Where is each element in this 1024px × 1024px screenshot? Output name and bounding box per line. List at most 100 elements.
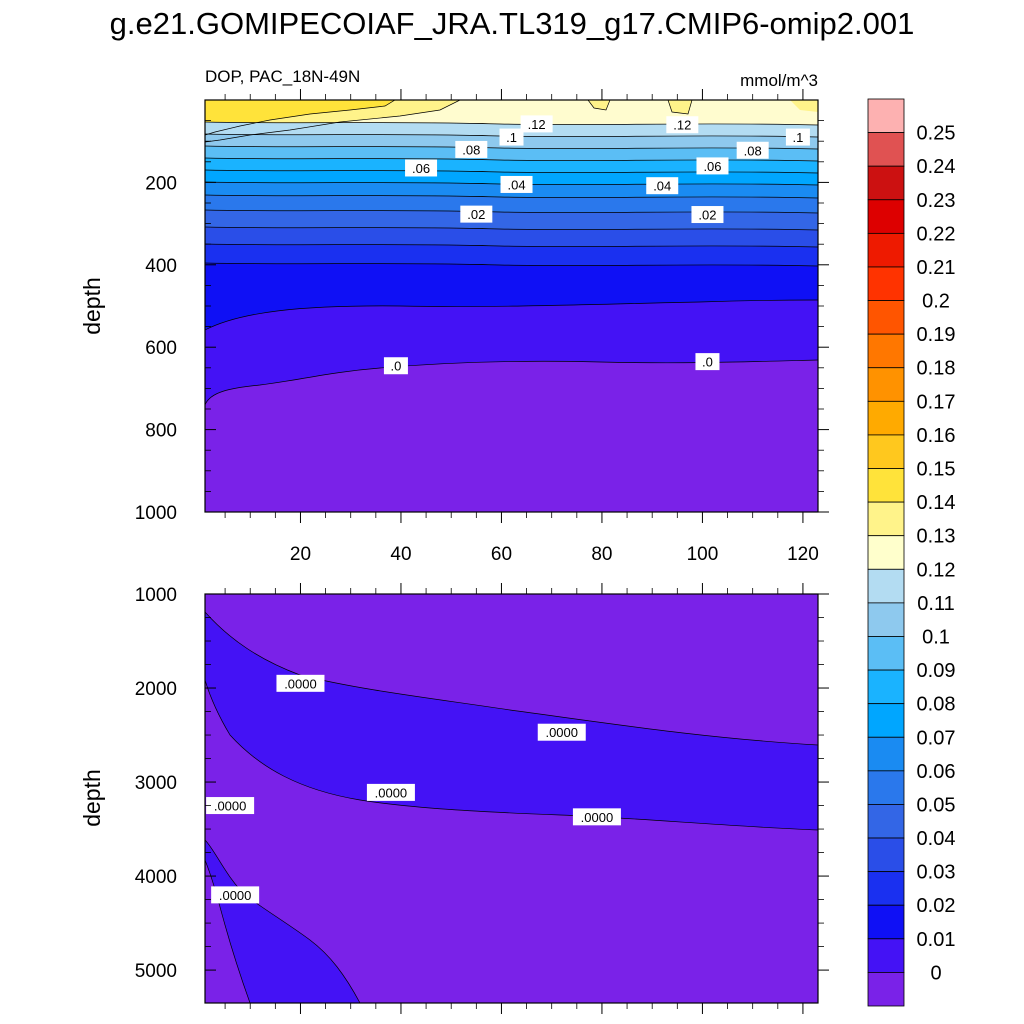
colorbar-label: 0.15 [917, 459, 956, 481]
contour-label: .0000 [366, 783, 415, 801]
colorbar-label: 0.14 [917, 492, 956, 514]
lower-contour-fill [205, 594, 818, 1003]
colorbar-swatch [867, 98, 905, 133]
colorbar-label: 0.07 [917, 727, 956, 749]
colorbar-swatch [867, 904, 905, 940]
colorbar-swatch [867, 468, 905, 503]
y-tick-label: 4000 [135, 867, 177, 888]
contour-label: .02 [691, 206, 724, 224]
colorbar-label: 0.12 [917, 559, 956, 581]
colorbar-label: 0.17 [917, 391, 956, 413]
colorbar-swatch [867, 266, 905, 301]
contour-label: .08 [736, 141, 769, 159]
contour-label-bg [206, 797, 255, 815]
contour-label: .06 [696, 157, 729, 175]
colorbar-label: 0.2 [922, 291, 950, 313]
colorbar-swatch [867, 568, 905, 604]
contour-label: .0000 [206, 797, 255, 815]
contour-label-text: .0 [702, 355, 713, 370]
contour-label-text: .0 [391, 359, 402, 374]
upper-contour-labels: .12 .12 .1 .1 .08 .08 .06 .06 .04 .04 .02 .02 .0 .0 [383, 115, 810, 375]
contour-label-bg [695, 353, 720, 371]
colorbar-swatch [867, 400, 905, 436]
contour-label-bg [696, 157, 729, 175]
contour-label-text: .1 [506, 130, 517, 145]
upper-x-axis: 20 40 60 80 100 120 [224, 89, 819, 565]
colorbar-label: 0.25 [917, 123, 956, 145]
contour-label: .12 [666, 116, 699, 134]
upper-left-label: DOP, PAC_18N-49N [205, 67, 360, 86]
contour-label-text: .08 [744, 143, 762, 158]
x-tick-label: 80 [591, 544, 612, 565]
contour-label-bg [500, 175, 533, 193]
contour-label: .0 [383, 357, 408, 375]
colorbar-label: 0.24 [917, 156, 956, 178]
y-tick-label: 5000 [135, 961, 177, 982]
contour-label: .1 [499, 128, 524, 146]
lower-y-axis: 1000 2000 3000 4000 5000 [135, 585, 829, 982]
colorbar-swatch [867, 434, 905, 469]
colorbar-swatch [867, 165, 905, 201]
colorbar-swatch [867, 837, 905, 873]
colorbar-swatch [867, 871, 905, 906]
colorbar-swatch [867, 669, 905, 705]
contour-label-bg [405, 159, 438, 177]
colorbar-swatch [867, 602, 905, 637]
colorbar-label: 0.16 [917, 425, 956, 447]
contour-label-text: .0000 [284, 676, 317, 691]
y-tick-label: 800 [145, 421, 177, 442]
colorbar-label: 0.22 [917, 223, 956, 245]
y-tick-label: 600 [145, 338, 177, 359]
upper-y-axis-title: depth [79, 277, 105, 335]
y-tick-label: 1000 [135, 585, 177, 606]
colorbar-label: 0.04 [917, 828, 956, 850]
colorbar-label: 0.11 [917, 593, 954, 615]
colorbar-label: 0.05 [917, 794, 956, 816]
contour-label-text: .12 [673, 118, 691, 133]
contour-label: .04 [646, 177, 679, 195]
colorbar-swatch [867, 804, 905, 839]
colorbar-swatch [867, 972, 905, 1007]
colorbar-swatch [867, 333, 905, 369]
contour-label-text: .02 [467, 207, 485, 222]
contour-label-bg [736, 141, 769, 159]
lower-x-axis [224, 583, 804, 1014]
y-tick-label: 3000 [135, 773, 177, 794]
upper-panel: .12 .12 .1 .1 .08 .08 .06 .06 .04 .04 .02 .02 .0 .0 2… [79, 67, 829, 565]
lower-contour-labels: .0000 .0000 .0000 .0000 .0000 .0000 [206, 674, 621, 904]
contour-label: .0 [695, 353, 720, 371]
contour-label: .0000 [537, 723, 586, 741]
contour-label: .04 [500, 175, 533, 193]
colorbar-swatch [867, 636, 905, 671]
x-tick-label: 100 [687, 544, 719, 565]
colorbar-swatch [867, 367, 905, 402]
lower-plot-frame [204, 593, 819, 1004]
contour-label-text: .06 [703, 159, 721, 174]
contour-label-bg [455, 140, 488, 158]
contour-label-text: .0000 [545, 725, 578, 740]
contour-label-bg [537, 723, 586, 741]
colorbar-label: 0.23 [917, 190, 956, 212]
colorbar-label: 0.21 [917, 257, 956, 279]
contour-label-bg [366, 783, 415, 801]
colorbar-swatch [867, 300, 905, 335]
contour-label: .02 [460, 205, 493, 223]
contour-label-bg [460, 205, 493, 223]
colorbar-swatch [867, 199, 905, 234]
contour-label: .08 [455, 140, 488, 158]
colorbar-label: 0.09 [917, 660, 956, 682]
contour-label: .06 [405, 159, 438, 177]
contour-label-bg [572, 808, 621, 826]
x-tick-label: 60 [491, 544, 512, 565]
lower-contour-lines [205, 611, 818, 1003]
contour-label-bg [646, 177, 679, 195]
x-tick-label: 20 [290, 544, 311, 565]
colorbar-swatch [867, 703, 905, 738]
colorbar-label: 0.01 [917, 929, 956, 951]
colorbar-label: 0.08 [917, 694, 956, 716]
contour-label-text: .04 [653, 179, 671, 194]
contour-label-text: .12 [528, 117, 546, 132]
colorbar-swatch [867, 770, 905, 805]
contour-label-bg [276, 674, 325, 692]
